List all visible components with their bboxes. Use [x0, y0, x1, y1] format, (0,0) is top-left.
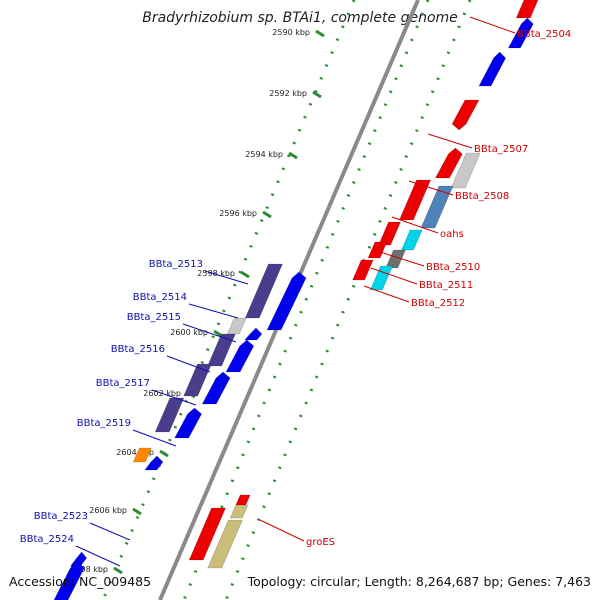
gene-label-left: BBta_2524 [20, 534, 74, 545]
major-tick [113, 566, 123, 575]
kbp-label: 2600 kbp [170, 328, 208, 337]
leader-line [391, 216, 439, 234]
gene-label-right: BBta_2510 [426, 262, 480, 273]
major-tick [132, 507, 142, 516]
gene-block-purple [207, 333, 236, 367]
gene-block-steel [420, 185, 454, 229]
kbp-label: 2592 kbp [269, 89, 307, 98]
gene-block-red [398, 179, 432, 221]
kbp-label: 2594 kbp [245, 150, 283, 159]
accession-text: Accession: NC_009485 [9, 574, 152, 589]
gene-block-red [451, 99, 480, 131]
leader-line [363, 285, 410, 303]
gene-block-blue [53, 561, 85, 600]
gene-block-blue [507, 17, 534, 49]
leader-line [259, 519, 305, 542]
kbp-label: 2590 kbp [272, 28, 310, 37]
major-tick [315, 29, 325, 38]
gene-block-darkgray [385, 249, 406, 269]
gene-label-right: groES [306, 537, 335, 548]
kbp-labels: 2590 kbp 2592 kbp 2594 kbp 2596 kbp 2598 kbp… [70, 28, 325, 575]
gene-label-right: BBta_2508 [455, 191, 509, 202]
gene-block-red [367, 241, 388, 259]
gene-block-red [378, 221, 401, 246]
tick-row [224, 0, 472, 600]
kbp-label: 2608 kbp [70, 565, 108, 574]
gene-label-right: BBta_2512 [411, 298, 465, 309]
kbp-label: 2596 kbp [219, 209, 257, 218]
gene-block-red [188, 507, 227, 561]
gene-block-gray [450, 152, 481, 189]
gene-block-purple [183, 363, 212, 397]
kbp-label: 2604 kbp [116, 448, 154, 457]
gene-label-left: BBta_2513 [149, 259, 203, 270]
gene-label-right: oahs [440, 229, 464, 240]
gene-label-left: BBta_2514 [133, 292, 187, 303]
leader-line [166, 355, 211, 373]
leader-line [188, 303, 239, 319]
gene-block-khaki [229, 504, 249, 519]
gene-block-orange [132, 447, 152, 463]
gene-block-gray [226, 317, 247, 335]
gene-block-blue [201, 371, 231, 405]
leader-line [370, 267, 418, 285]
major-tick [312, 90, 322, 99]
tick-row [182, 0, 430, 600]
gene-label-left: BBta_2515 [127, 312, 181, 323]
map-title: Bradyrhizobium sp. BTAi1, complete genom… [142, 10, 458, 26]
gene-block-khaki [207, 519, 243, 569]
gene-block-blue [225, 339, 255, 373]
major-tick [262, 210, 272, 219]
major-tick [159, 449, 169, 458]
gene-block-cyan [401, 229, 423, 251]
leader-line [408, 180, 454, 196]
kbp-label: 2606 kbp [89, 506, 127, 515]
gene-block-red [235, 494, 251, 506]
gene-block-blue [174, 407, 202, 439]
leader-line [89, 522, 131, 541]
major-tick [240, 270, 250, 279]
gene-label-right: BBta_2507 [474, 144, 528, 155]
gene-block-purple [244, 263, 283, 319]
leader-line [132, 429, 177, 447]
gene-block-blue [70, 551, 88, 567]
gene-block-purple [154, 397, 185, 433]
leader-line [151, 389, 197, 406]
tick-marks [101, 0, 472, 600]
leader-line [204, 270, 249, 285]
gene-block-blue [144, 455, 164, 471]
leader-line [379, 251, 425, 267]
gene-label-right: BBta_2511 [419, 280, 473, 291]
topology-text: Topology: circular; Length: 8,264,687 bp… [247, 574, 591, 589]
gene-label-left: BBta_2516 [111, 344, 165, 355]
kbp-label: 2598 kbp [197, 269, 235, 278]
gene-block-red [434, 147, 463, 179]
gene-features [53, 0, 539, 600]
major-tick [213, 329, 223, 338]
gene-label-left: BBta_2523 [34, 511, 88, 522]
gene-block-blue [266, 271, 307, 331]
leader-line [182, 323, 237, 343]
leader-line [469, 16, 516, 34]
gene-label-left: BBta_2517 [96, 378, 150, 389]
leader-line [75, 545, 121, 567]
major-tick [288, 151, 298, 160]
gene-block-cyan [369, 265, 394, 291]
leader-line [427, 133, 473, 149]
gene-block-blue [244, 327, 263, 341]
gene-label-right: BBta_2504 [517, 29, 571, 40]
gene-label-left: BBta_2519 [77, 418, 131, 429]
gene-block-red [515, 0, 539, 19]
gene-block-blue [478, 51, 507, 87]
gene-block-red [352, 259, 374, 281]
